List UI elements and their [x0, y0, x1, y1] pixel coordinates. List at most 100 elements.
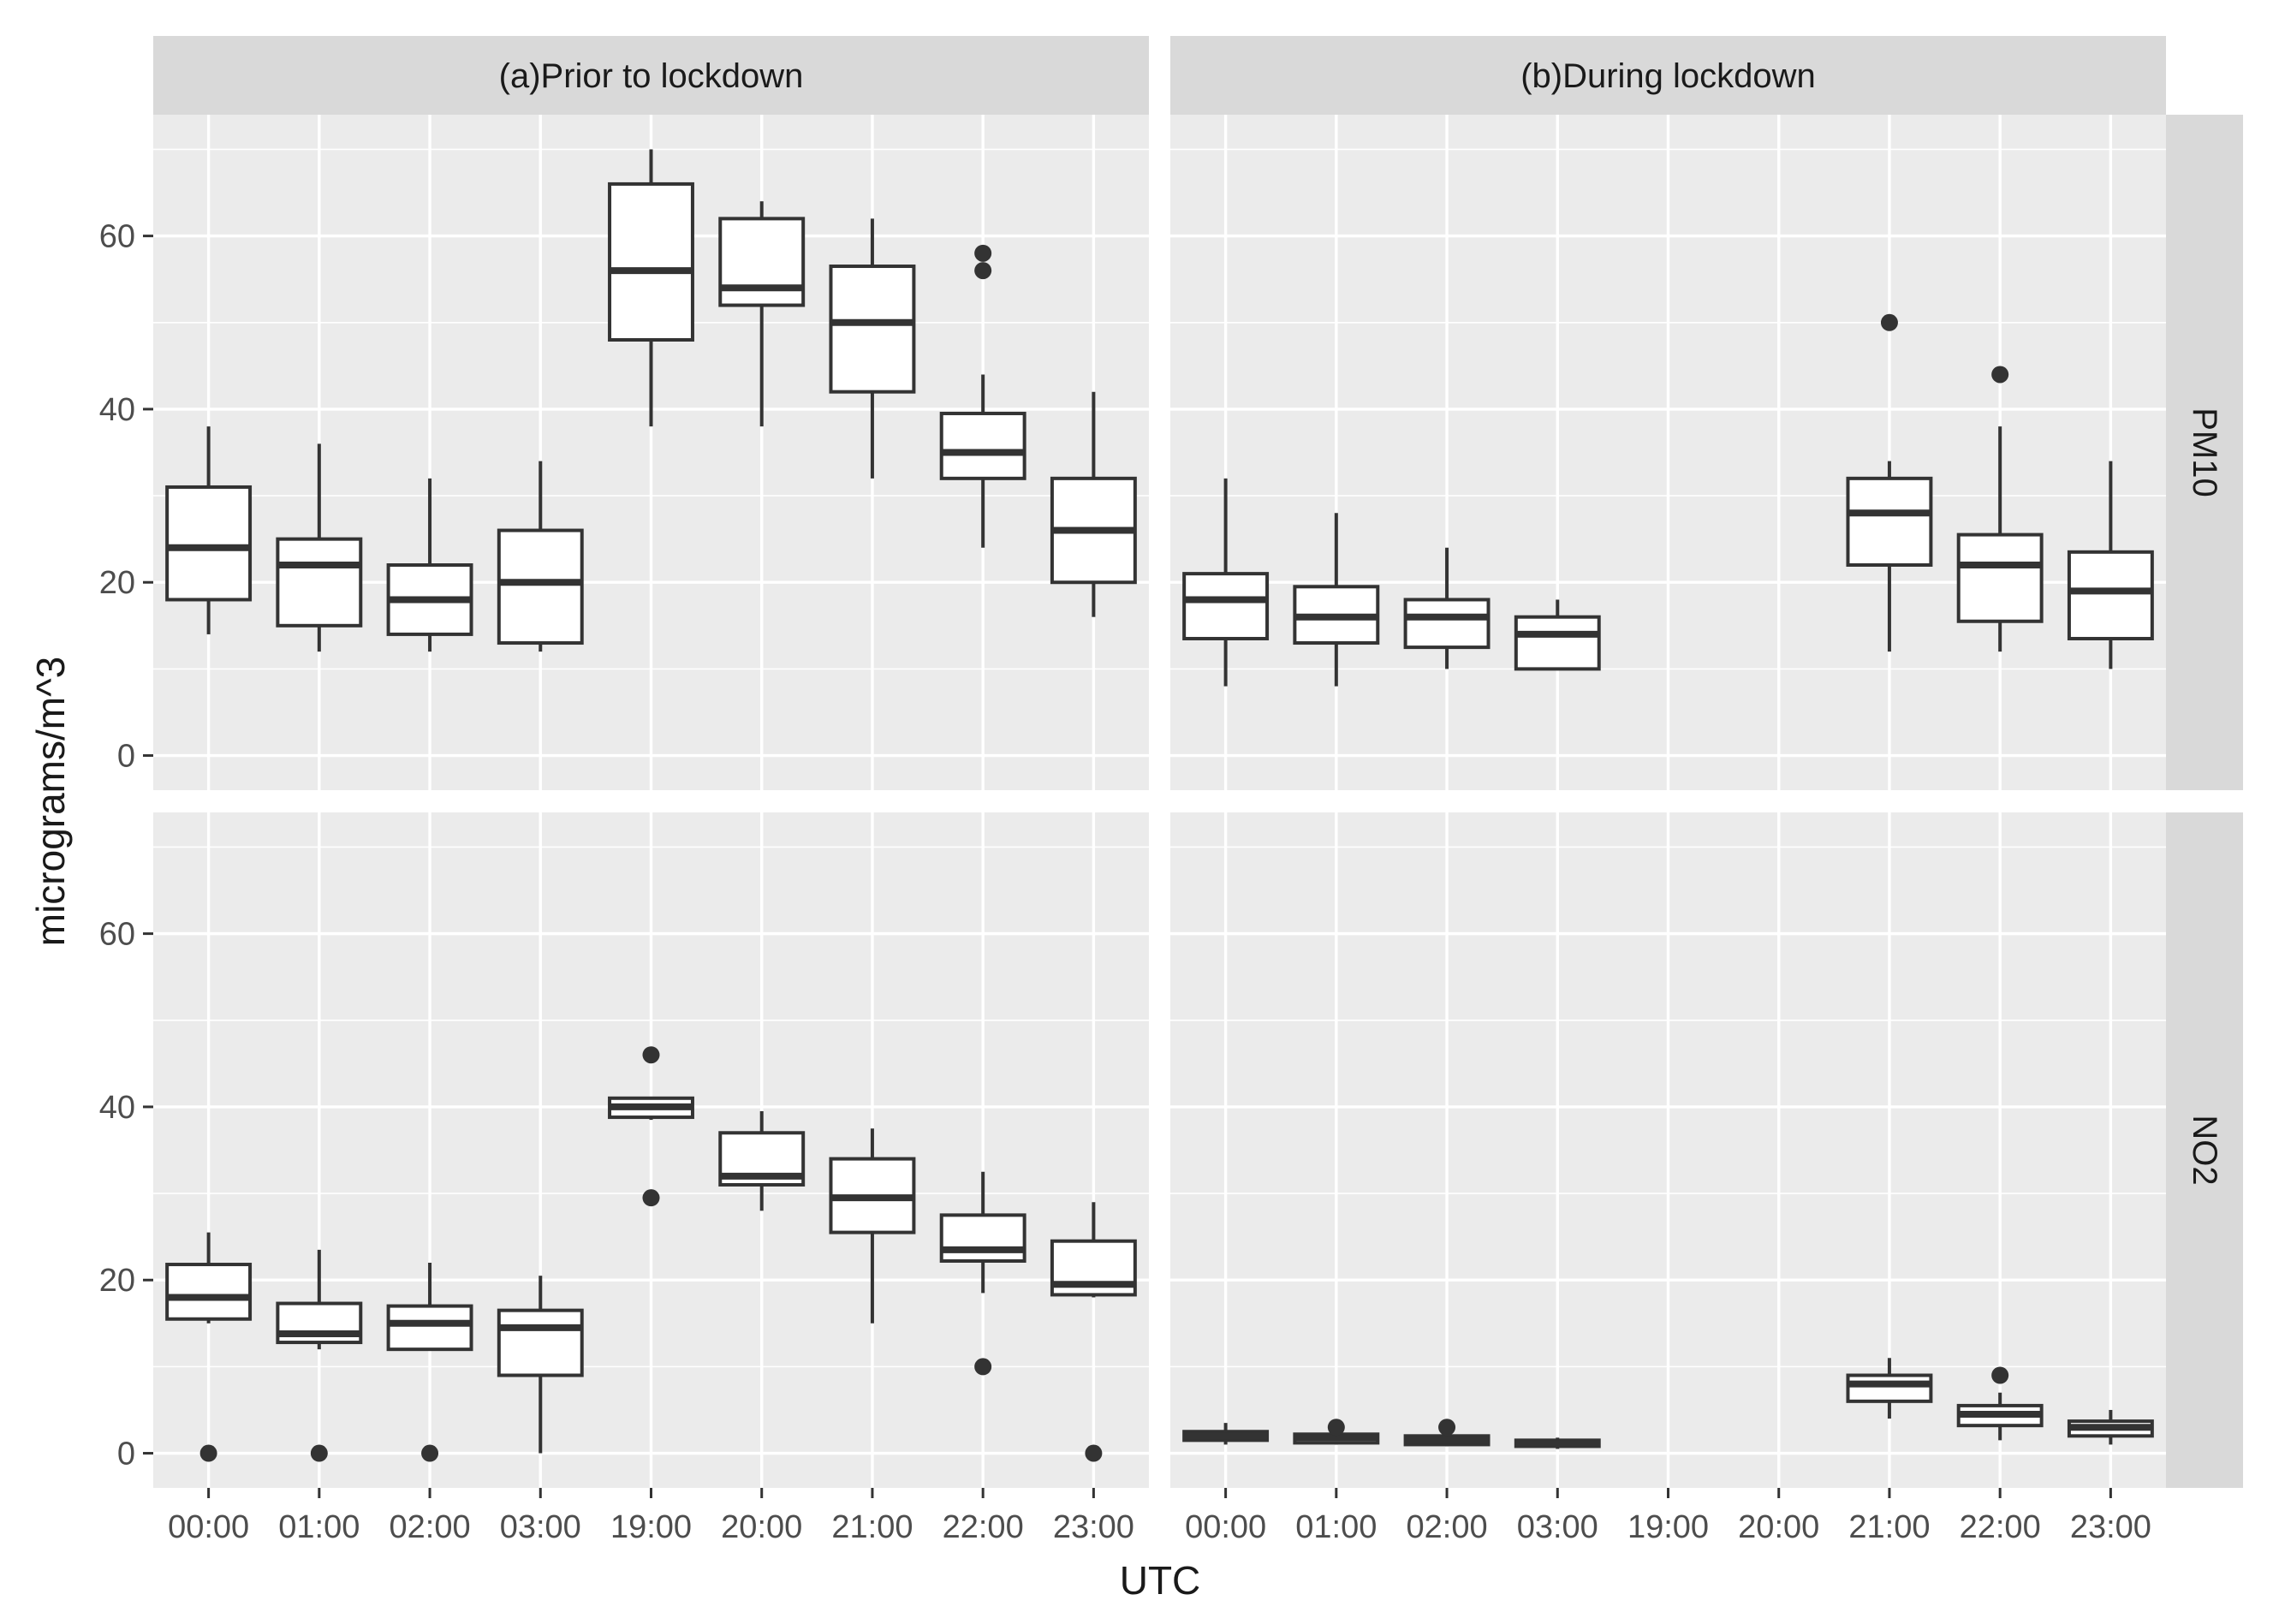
box-iqr [829, 265, 916, 394]
outlier-point [1085, 1444, 1103, 1462]
x-tick-label: 19:00 [610, 1509, 692, 1545]
boxplot-PM10-19:00 [608, 149, 694, 427]
x-axis-title: UTC [1120, 1558, 1201, 1603]
x-tick-label: 21:00 [1848, 1509, 1930, 1545]
facet-label-row: PM10 [2186, 407, 2223, 497]
x-tick-label: 00:00 [1185, 1509, 1266, 1545]
box-iqr [1182, 572, 1270, 640]
facet-strip-right [2166, 115, 2243, 790]
boxplot-PM10-02:00 [386, 478, 473, 652]
outlier-point [974, 262, 992, 280]
x-tick-label: 20:00 [721, 1509, 802, 1545]
box-iqr [1956, 532, 2044, 623]
outlier-point [1991, 1366, 2009, 1384]
x-tick-label: 03:00 [1517, 1509, 1598, 1545]
boxplot-NO2-02:00 [386, 1263, 473, 1462]
box-iqr [165, 485, 253, 602]
boxplot-NO2-02:00 [1403, 1419, 1491, 1447]
boxplot-NO2-21:00 [1846, 1358, 1933, 1419]
boxplot-PM10-03:00 [1514, 599, 1601, 671]
boxplot-PM10-01:00 [1293, 513, 1380, 687]
y-axis-title: micrograms/m^3 [28, 657, 73, 947]
outlier-point [1327, 1419, 1345, 1437]
boxplot-PM10-01:00 [276, 443, 363, 652]
boxplot-PM10-23:00 [1050, 391, 1137, 617]
box-iqr [718, 217, 806, 307]
box-iqr [939, 1213, 1026, 1263]
x-tick-label: 22:00 [1960, 1509, 2041, 1545]
y-tick-label: 60 [99, 219, 135, 255]
boxplot-NO2-19:00 [608, 1046, 694, 1207]
outlier-point [1991, 366, 2009, 384]
x-tick-label: 01:00 [1295, 1509, 1377, 1545]
outlier-point [421, 1444, 439, 1462]
x-tick-label: 00:00 [168, 1509, 249, 1545]
boxplot-NO2-22:00 [1956, 1366, 2044, 1441]
boxplot-PM10-00:00 [165, 426, 253, 634]
x-tick-label: 19:00 [1627, 1509, 1709, 1545]
x-tick-label: 03:00 [500, 1509, 581, 1545]
outlier-point [1880, 313, 1898, 331]
box-iqr [1846, 476, 1933, 567]
boxplot-NO2-20:00 [718, 1110, 806, 1211]
y-tick-label: 20 [99, 565, 135, 601]
x-tick-label: 01:00 [278, 1509, 360, 1545]
box-iqr [608, 181, 694, 342]
boxplot-NO2-23:00 [2067, 1409, 2154, 1445]
boxplot-PM10-22:00 [939, 244, 1026, 548]
boxplot-PM10-03:00 [497, 461, 584, 652]
boxplot-NO2-23:00 [1050, 1202, 1137, 1462]
box-iqr [1514, 615, 1601, 671]
boxplot-PM10-23:00 [2067, 461, 2154, 669]
boxplot-PM10-00:00 [1182, 478, 1270, 687]
outlier-point [974, 244, 992, 262]
boxplot-NO2-21:00 [829, 1128, 916, 1324]
facet-strip-top [153, 36, 1149, 115]
box-iqr [2067, 550, 2154, 640]
y-tick-label: 0 [117, 739, 135, 775]
boxplot-NO2-01:00 [1293, 1419, 1380, 1445]
outlier-point [1438, 1419, 1456, 1437]
boxplot-NO2-00:00 [165, 1232, 253, 1462]
outlier-point [642, 1046, 660, 1064]
outlier-point [974, 1358, 992, 1376]
y-tick-label: 40 [99, 392, 135, 428]
box-iqr [497, 528, 584, 645]
y-tick-label: 20 [99, 1263, 135, 1299]
box-iqr [497, 1308, 584, 1377]
panel-1-1 [1170, 812, 2166, 1488]
boxplot-PM10-21:00 [829, 218, 916, 479]
facet-label-column: (b)During lockdown [1520, 57, 1816, 95]
y-tick-label: 40 [99, 1090, 135, 1126]
x-tick-label: 23:00 [1053, 1509, 1134, 1545]
outlier-point [642, 1189, 660, 1207]
facet-label-column: (a)Prior to lockdown [499, 57, 804, 95]
x-tick-label: 21:00 [831, 1509, 913, 1545]
boxplot-PM10-21:00 [1846, 313, 1933, 652]
boxplot-NO2-00:00 [1182, 1423, 1270, 1445]
outlier-point [199, 1444, 217, 1462]
boxplot-NO2-03:00 [497, 1276, 584, 1454]
boxplot-NO2-01:00 [276, 1249, 363, 1462]
panel-0-1 [153, 812, 1149, 1488]
boxplot-PM10-02:00 [1403, 547, 1491, 669]
panel-1-0 [1170, 115, 2166, 790]
x-tick-label: 23:00 [2070, 1509, 2151, 1545]
box-iqr [165, 1263, 253, 1321]
box-iqr [276, 537, 363, 628]
outlier-point [310, 1444, 328, 1462]
x-tick-label: 22:00 [943, 1509, 1024, 1545]
boxplot-NO2-22:00 [939, 1171, 1026, 1376]
box-iqr [1846, 1373, 1933, 1403]
boxplot-NO2-03:00 [1514, 1437, 1601, 1449]
facet-strip-right [2166, 812, 2243, 1488]
x-tick-label: 02:00 [390, 1509, 471, 1545]
x-tick-label: 20:00 [1738, 1509, 1819, 1545]
box-iqr [386, 1304, 473, 1352]
boxplot-PM10-20:00 [718, 201, 806, 427]
box-iqr [939, 411, 1026, 480]
boxplot-PM10-22:00 [1956, 366, 2044, 652]
facet-strip-top [1170, 36, 2166, 115]
